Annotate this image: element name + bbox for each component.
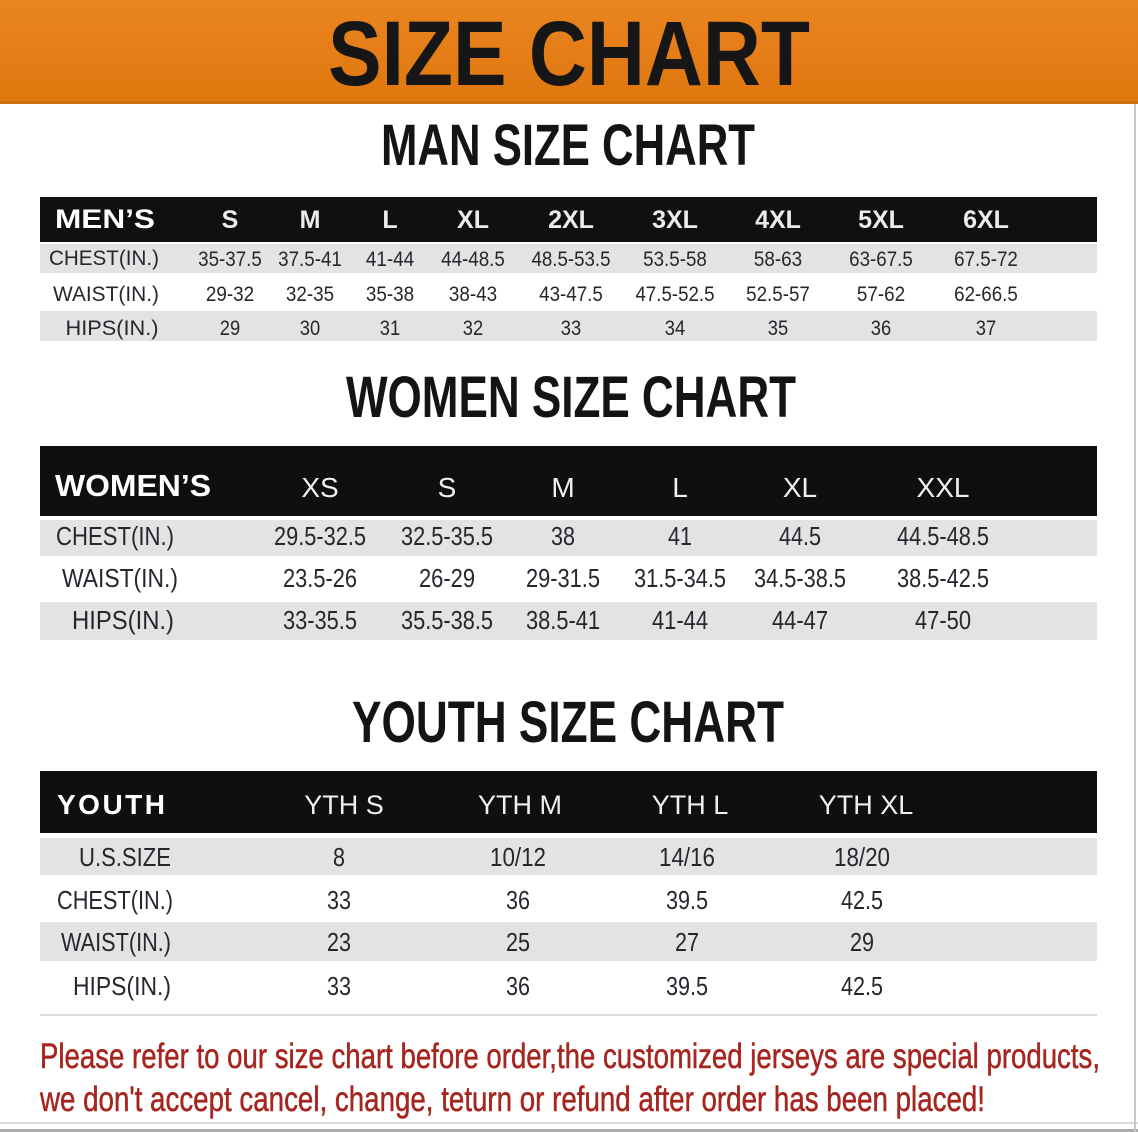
svg-text:XXL: XXL <box>917 472 970 503</box>
svg-text:35: 35 <box>768 316 788 340</box>
svg-text:18/20: 18/20 <box>834 842 890 872</box>
svg-text:YOUTH SIZE CHART: YOUTH SIZE CHART <box>352 690 784 755</box>
svg-text:33: 33 <box>327 971 351 1001</box>
svg-text:31: 31 <box>380 316 400 340</box>
svg-text:48.5-53.5: 48.5-53.5 <box>531 247 610 271</box>
svg-text:30: 30 <box>300 316 320 340</box>
svg-text:S: S <box>222 206 239 234</box>
svg-text:25: 25 <box>506 927 530 957</box>
svg-text:29.5-32.5: 29.5-32.5 <box>274 521 366 551</box>
svg-text:44-48.5: 44-48.5 <box>441 247 505 271</box>
svg-text:36: 36 <box>871 316 891 340</box>
svg-text:36: 36 <box>506 971 530 1001</box>
svg-text:27: 27 <box>675 927 699 957</box>
svg-text:47-50: 47-50 <box>915 605 971 635</box>
svg-text:33: 33 <box>561 316 581 340</box>
svg-text:WAIST(IN.): WAIST(IN.) <box>61 927 171 957</box>
svg-text:41-44: 41-44 <box>652 605 708 635</box>
svg-text:37.5-41: 37.5-41 <box>278 247 342 271</box>
svg-text:23: 23 <box>327 927 351 957</box>
svg-text:42.5: 42.5 <box>841 971 883 1001</box>
svg-text:32.5-35.5: 32.5-35.5 <box>401 521 493 551</box>
svg-text:Please refer to our size chart: Please refer to our size chart before or… <box>40 1037 1100 1076</box>
svg-text:4XL: 4XL <box>755 206 801 234</box>
svg-text:WOMEN’S: WOMEN’S <box>55 468 211 503</box>
svg-text:52.5-57: 52.5-57 <box>746 282 810 306</box>
svg-text:35.5-38.5: 35.5-38.5 <box>401 605 493 635</box>
svg-text:41: 41 <box>668 521 692 551</box>
svg-text:53.5-58: 53.5-58 <box>643 247 707 271</box>
svg-text:32-35: 32-35 <box>286 282 334 306</box>
svg-text:37: 37 <box>976 316 996 340</box>
svg-text:U.S.SIZE: U.S.SIZE <box>79 842 171 872</box>
svg-text:23.5-26: 23.5-26 <box>283 563 357 593</box>
svg-text:35-37.5: 35-37.5 <box>198 247 262 271</box>
svg-text:M: M <box>551 472 574 503</box>
svg-text:26-29: 26-29 <box>419 563 475 593</box>
svg-text:HIPS(IN.): HIPS(IN.) <box>72 605 174 635</box>
svg-text:6XL: 6XL <box>963 206 1009 234</box>
svg-text:M: M <box>300 206 321 234</box>
svg-text:WOMEN SIZE CHART: WOMEN SIZE CHART <box>346 365 796 430</box>
svg-text:L: L <box>672 472 688 503</box>
svg-text:WAIST(IN.): WAIST(IN.) <box>62 563 178 593</box>
svg-text:29: 29 <box>850 927 874 957</box>
svg-text:14/16: 14/16 <box>659 842 715 872</box>
svg-text:29-31.5: 29-31.5 <box>526 563 600 593</box>
svg-text:XS: XS <box>301 472 338 503</box>
svg-text:we don't accept cancel, change: we don't accept cancel, change, teturn o… <box>39 1080 985 1119</box>
svg-text:34: 34 <box>665 316 685 340</box>
svg-text:3XL: 3XL <box>652 206 698 234</box>
svg-text:67.5-72: 67.5-72 <box>954 247 1018 271</box>
svg-text:8: 8 <box>333 842 345 872</box>
svg-text:HIPS(IN.): HIPS(IN.) <box>66 316 159 340</box>
svg-text:CHEST(IN.): CHEST(IN.) <box>56 521 174 551</box>
svg-text:34.5-38.5: 34.5-38.5 <box>754 563 846 593</box>
svg-text:41-44: 41-44 <box>366 247 414 271</box>
svg-text:38.5-42.5: 38.5-42.5 <box>897 563 989 593</box>
svg-text:57-62: 57-62 <box>857 282 905 306</box>
svg-text:29-32: 29-32 <box>206 282 254 306</box>
svg-text:39.5: 39.5 <box>666 885 708 915</box>
svg-text:WAIST(IN.): WAIST(IN.) <box>53 282 159 306</box>
svg-text:33: 33 <box>327 885 351 915</box>
svg-text:58-63: 58-63 <box>754 247 802 271</box>
svg-text:10/12: 10/12 <box>490 842 546 872</box>
svg-text:38-43: 38-43 <box>449 282 497 306</box>
svg-text:31.5-34.5: 31.5-34.5 <box>634 563 726 593</box>
svg-text:44-47: 44-47 <box>772 605 828 635</box>
svg-text:L: L <box>382 206 397 234</box>
svg-text:YTH XL: YTH XL <box>819 790 914 820</box>
svg-text:35-38: 35-38 <box>366 282 414 306</box>
svg-text:5XL: 5XL <box>858 206 904 234</box>
svg-text:44.5: 44.5 <box>779 521 821 551</box>
svg-text:38.5-41: 38.5-41 <box>526 605 600 635</box>
svg-text:SIZE CHART: SIZE CHART <box>328 3 810 105</box>
svg-text:42.5: 42.5 <box>841 885 883 915</box>
svg-text:33-35.5: 33-35.5 <box>283 605 357 635</box>
svg-text:47.5-52.5: 47.5-52.5 <box>635 282 714 306</box>
svg-text:44.5-48.5: 44.5-48.5 <box>897 521 989 551</box>
svg-text:YOUTH: YOUTH <box>57 789 168 820</box>
svg-text:32: 32 <box>463 316 483 340</box>
svg-text:MEN’S: MEN’S <box>55 204 155 234</box>
svg-text:43-47.5: 43-47.5 <box>539 282 603 306</box>
svg-text:CHEST(IN.): CHEST(IN.) <box>57 885 173 915</box>
svg-text:HIPS(IN.): HIPS(IN.) <box>73 971 171 1001</box>
svg-text:39.5: 39.5 <box>666 971 708 1001</box>
svg-text:XL: XL <box>783 472 817 503</box>
svg-text:29: 29 <box>220 316 240 340</box>
svg-text:CHEST(IN.): CHEST(IN.) <box>49 246 159 270</box>
svg-text:YTH S: YTH S <box>304 790 384 820</box>
svg-text:S: S <box>438 472 457 503</box>
svg-text:YTH M: YTH M <box>478 790 562 820</box>
svg-text:38: 38 <box>551 521 575 551</box>
svg-text:36: 36 <box>506 885 530 915</box>
svg-text:MAN SIZE CHART: MAN SIZE CHART <box>381 113 755 178</box>
svg-text:2XL: 2XL <box>548 206 594 234</box>
svg-text:YTH L: YTH L <box>652 790 729 820</box>
svg-text:62-66.5: 62-66.5 <box>954 282 1018 306</box>
svg-text:63-67.5: 63-67.5 <box>849 247 913 271</box>
svg-text:XL: XL <box>457 206 489 234</box>
